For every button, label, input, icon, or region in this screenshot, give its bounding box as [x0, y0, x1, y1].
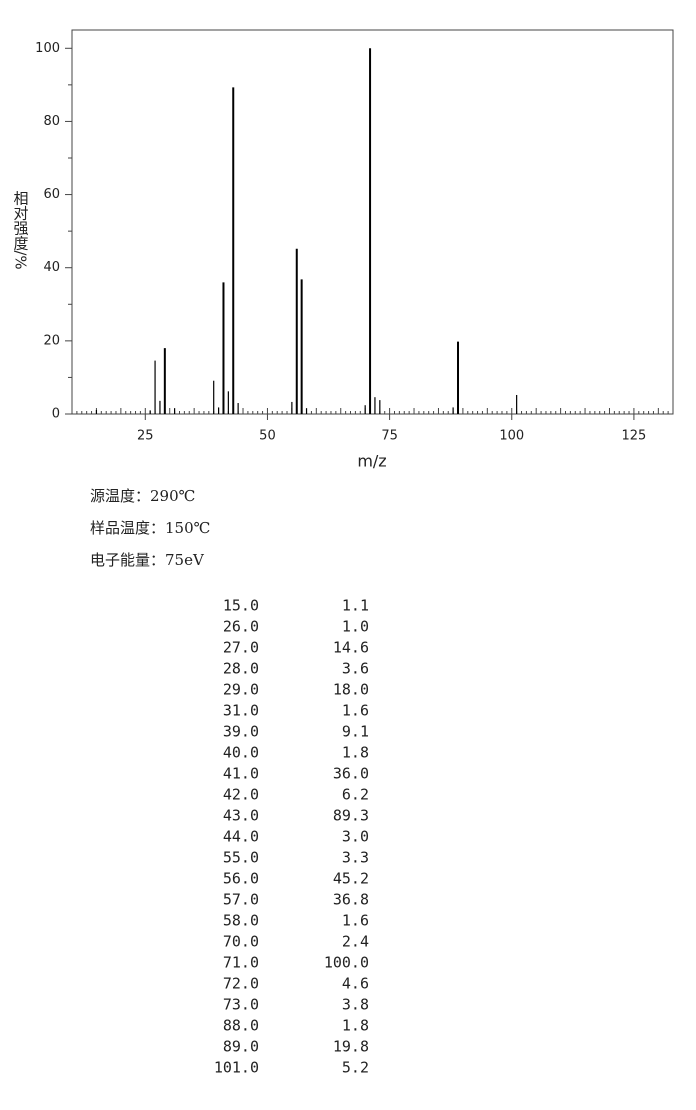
y-axis-label: 相对强度/%: [12, 190, 30, 269]
intensity-cell: 19.8: [333, 1038, 369, 1056]
intensity-cell: 18.0: [333, 681, 369, 699]
plot-frame: [71, 29, 674, 415]
y-tick-label: 80: [43, 114, 60, 129]
mz-cell: 88.0: [223, 1017, 259, 1035]
intensity-cell: 9.1: [342, 723, 369, 741]
y-tick-label: 40: [43, 260, 60, 275]
intensity-cell: 1.0: [342, 618, 369, 636]
mz-cell: 89.0: [223, 1038, 259, 1056]
intensity-cell: 1.6: [342, 702, 369, 720]
x-tick-label: 25: [137, 429, 154, 444]
intensity-cell: 1.6: [342, 912, 369, 930]
intensity-cell: 6.2: [342, 786, 369, 804]
intensity-cell: 1.1: [342, 597, 369, 615]
mz-cell: 41.0: [223, 765, 259, 783]
intensity-cell: 1.8: [342, 744, 369, 762]
intensity-cell: 100.0: [324, 954, 369, 972]
mz-cell: 43.0: [223, 807, 259, 825]
intensity-cell: 36.0: [333, 765, 369, 783]
mz-cell: 71.0: [223, 954, 259, 972]
intensity-cell: 3.6: [342, 660, 369, 678]
intensity-cell: 2.4: [342, 933, 369, 951]
mz-cell: 39.0: [223, 723, 259, 741]
intensity-cell: 4.6: [342, 975, 369, 993]
x-tick-label: 100: [499, 429, 524, 444]
y-tick-label: 60: [43, 187, 60, 202]
mz-cell: 15.0: [223, 597, 259, 615]
x-tick-label: 125: [621, 429, 646, 444]
mz-cell: 42.0: [223, 786, 259, 804]
x-tick-label: 50: [259, 429, 276, 444]
intensity-cell: 5.2: [342, 1059, 369, 1077]
mz-cell: 57.0: [223, 891, 259, 909]
condition: 源温度：290℃: [90, 487, 195, 505]
y-tick-label: 100: [35, 41, 60, 56]
mz-cell: 29.0: [223, 681, 259, 699]
mz-cell: 56.0: [223, 870, 259, 888]
mz-cell: 26.0: [223, 618, 259, 636]
mz-cell: 44.0: [223, 828, 259, 846]
mz-cell: 27.0: [223, 639, 259, 657]
x-tick-label: 75: [381, 429, 398, 444]
intensity-cell: 36.8: [333, 891, 369, 909]
intensity-cell: 3.3: [342, 849, 369, 867]
condition: 电子能量：75eV: [90, 551, 205, 569]
mz-cell: 70.0: [223, 933, 259, 951]
intensity-cell: 89.3: [333, 807, 369, 825]
mz-cell: 40.0: [223, 744, 259, 762]
intensity-cell: 3.8: [342, 996, 369, 1014]
mz-cell: 31.0: [223, 702, 259, 720]
mz-cell: 72.0: [223, 975, 259, 993]
y-tick-label: 20: [43, 333, 60, 348]
intensity-cell: 45.2: [333, 870, 369, 888]
mz-cell: 58.0: [223, 912, 259, 930]
condition: 样品温度：150℃: [90, 519, 210, 537]
mz-cell: 73.0: [223, 996, 259, 1014]
x-axis-label: m/z: [357, 452, 386, 471]
mz-cell: 28.0: [223, 660, 259, 678]
mz-cell: 101.0: [214, 1059, 259, 1077]
intensity-cell: 1.8: [342, 1017, 369, 1035]
intensity-cell: 14.6: [333, 639, 369, 657]
mz-cell: 55.0: [223, 849, 259, 867]
intensity-cell: 3.0: [342, 828, 369, 846]
y-tick-label: 0: [52, 407, 60, 422]
